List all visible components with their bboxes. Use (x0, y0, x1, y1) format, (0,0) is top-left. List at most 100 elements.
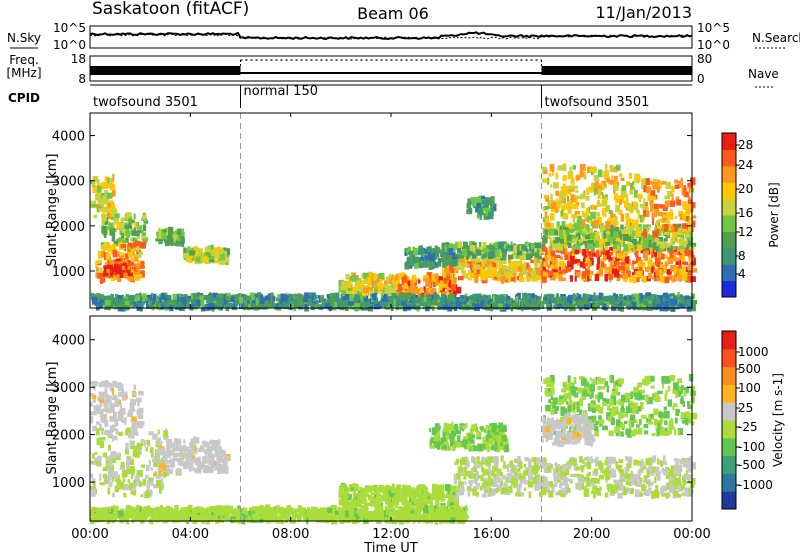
heatmap-cell (476, 203, 482, 208)
heatmap-cell (611, 247, 617, 253)
heatmap-cell (361, 301, 365, 307)
heatmap-cell (633, 189, 638, 198)
heatmap-cell (159, 486, 162, 494)
heatmap-cell (651, 266, 654, 271)
heatmap-cell (549, 163, 555, 172)
heatmap-cell (113, 415, 117, 419)
heatmap-cell (381, 301, 388, 307)
heatmap-cell (464, 446, 471, 450)
heatmap-cell (142, 224, 147, 232)
heatmap-cell (445, 262, 449, 269)
heatmap-cell (600, 293, 604, 299)
heatmap-cell (521, 299, 527, 305)
heatmap-cell (136, 249, 142, 255)
heatmap-cell (536, 300, 541, 305)
heatmap-cell (469, 428, 474, 434)
heatmap-cell (567, 190, 572, 195)
heatmap-cell (299, 300, 304, 307)
heatmap-cell (490, 262, 496, 268)
heatmap-cell (448, 248, 454, 252)
heatmap-cell (576, 245, 581, 250)
heatmap-cell (130, 491, 136, 495)
heatmap-cell (620, 177, 625, 181)
heatmap-cell (117, 416, 123, 422)
heatmap-cell (678, 245, 685, 249)
heatmap-cell (474, 297, 477, 303)
heatmap-cell (113, 240, 119, 245)
heatmap-cell (115, 382, 121, 389)
heatmap-cell (136, 230, 140, 237)
heatmap-cell (609, 260, 613, 267)
heatmap-cell (449, 489, 454, 495)
heatmap-cell (466, 202, 472, 209)
heatmap-cell (427, 302, 431, 306)
heatmap-cell (341, 281, 348, 287)
heatmap-cell (124, 224, 131, 229)
heatmap-cell (133, 301, 136, 308)
heatmap-cell (380, 292, 384, 301)
heatmap-cell (525, 300, 530, 305)
heatmap-cell (590, 211, 596, 220)
heatmap-cell (527, 295, 531, 300)
heatmap-cell (550, 250, 556, 257)
heatmap-cell (667, 275, 672, 281)
heatmap-cell (105, 253, 111, 261)
heatmap-cell (118, 222, 123, 228)
heatmap-cell (136, 303, 142, 311)
heatmap-cell (597, 296, 602, 304)
heatmap-cell (148, 477, 154, 481)
heatmap-cell (549, 265, 554, 269)
heatmap-cell (636, 270, 643, 277)
heatmap-cell (110, 200, 114, 205)
heatmap-cell (641, 302, 647, 310)
heatmap-cell (350, 486, 354, 491)
heatmap-cell (102, 181, 109, 190)
heatmap-cell (491, 248, 498, 257)
heatmap-cell (322, 300, 328, 306)
heatmap-cell (177, 445, 183, 452)
heatmap-cell (107, 295, 110, 301)
heatmap-cell (602, 303, 607, 311)
heatmap-cell (550, 201, 557, 210)
heatmap-cell (450, 425, 456, 434)
heatmap-cell (630, 183, 634, 189)
heatmap-cell (153, 459, 160, 468)
heatmap-cell (158, 441, 163, 445)
heatmap-cell (367, 287, 373, 291)
heatmap-cell (585, 233, 591, 240)
heatmap-cell (556, 303, 563, 308)
heatmap-cell (558, 274, 563, 282)
colorbar-tick-label: 28 (738, 138, 753, 152)
heatmap-cell (493, 276, 498, 280)
heatmap-cell (450, 281, 456, 290)
heatmap-cell (345, 498, 350, 502)
heatmap-cell (159, 447, 166, 455)
heatmap-cell (452, 277, 457, 285)
heatmap-cell (183, 302, 188, 309)
heatmap-cell (419, 302, 425, 306)
heatmap-cell (441, 251, 447, 256)
heatmap-cell (140, 439, 145, 443)
heatmap-cell (691, 215, 697, 219)
heatmap-cell (320, 297, 323, 302)
heatmap-cell (133, 445, 137, 454)
heatmap-cell (98, 391, 105, 397)
heatmap-cell (112, 492, 115, 498)
heatmap-cell (660, 181, 667, 185)
heatmap-cell (376, 498, 382, 503)
heatmap-cell (458, 298, 463, 302)
heatmap-cell (172, 453, 178, 458)
heatmap-cell (312, 293, 315, 300)
heatmap-cell (160, 478, 164, 484)
heatmap-cell (606, 205, 610, 212)
heatmap-cell (671, 185, 675, 193)
heatmap-cell (328, 303, 333, 312)
heatmap-cell (662, 215, 668, 223)
heatmap-cell (102, 466, 107, 472)
heatmap-cell (204, 253, 210, 258)
heatmap-cell (516, 292, 521, 300)
heatmap-cell (175, 452, 181, 457)
nave-tick-low: 0 (697, 72, 705, 86)
heatmap-cell (203, 256, 208, 263)
